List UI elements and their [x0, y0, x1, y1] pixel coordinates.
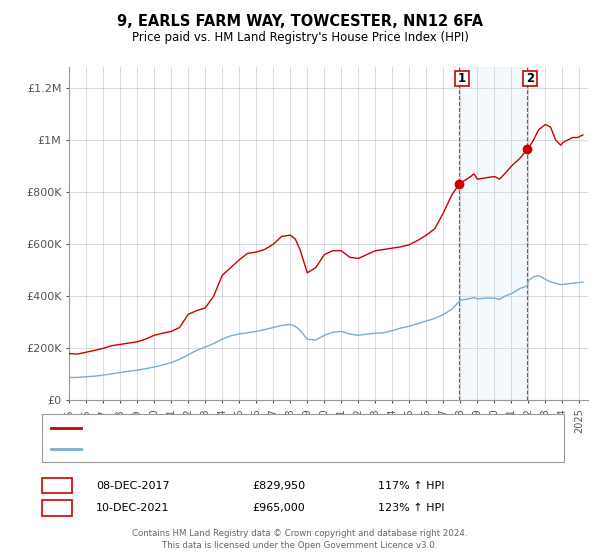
Text: 2: 2 — [526, 72, 534, 85]
Text: 117% ↑ HPI: 117% ↑ HPI — [378, 480, 445, 491]
Text: 9, EARLS FARM WAY, TOWCESTER, NN12 6FA (detached house): 9, EARLS FARM WAY, TOWCESTER, NN12 6FA (… — [86, 423, 413, 433]
FancyBboxPatch shape — [455, 71, 469, 86]
Text: This data is licensed under the Open Government Licence v3.0.: This data is licensed under the Open Gov… — [163, 542, 437, 550]
Text: 10-DEC-2021: 10-DEC-2021 — [96, 503, 170, 513]
Bar — [459, 67, 527, 400]
Text: 9, EARLS FARM WAY, TOWCESTER, NN12 6FA: 9, EARLS FARM WAY, TOWCESTER, NN12 6FA — [117, 14, 483, 29]
Text: 1: 1 — [53, 480, 61, 491]
Text: HPI: Average price, detached house, West Northamptonshire: HPI: Average price, detached house, West… — [86, 444, 403, 454]
Text: 1: 1 — [458, 72, 466, 85]
Text: 123% ↑ HPI: 123% ↑ HPI — [378, 503, 445, 513]
Text: Price paid vs. HM Land Registry's House Price Index (HPI): Price paid vs. HM Land Registry's House … — [131, 31, 469, 44]
Text: 08-DEC-2017: 08-DEC-2017 — [96, 480, 170, 491]
Text: Contains HM Land Registry data © Crown copyright and database right 2024.: Contains HM Land Registry data © Crown c… — [132, 529, 468, 538]
Text: £965,000: £965,000 — [252, 503, 305, 513]
Text: £829,950: £829,950 — [252, 480, 305, 491]
FancyBboxPatch shape — [523, 71, 538, 86]
Text: 2: 2 — [53, 503, 61, 513]
